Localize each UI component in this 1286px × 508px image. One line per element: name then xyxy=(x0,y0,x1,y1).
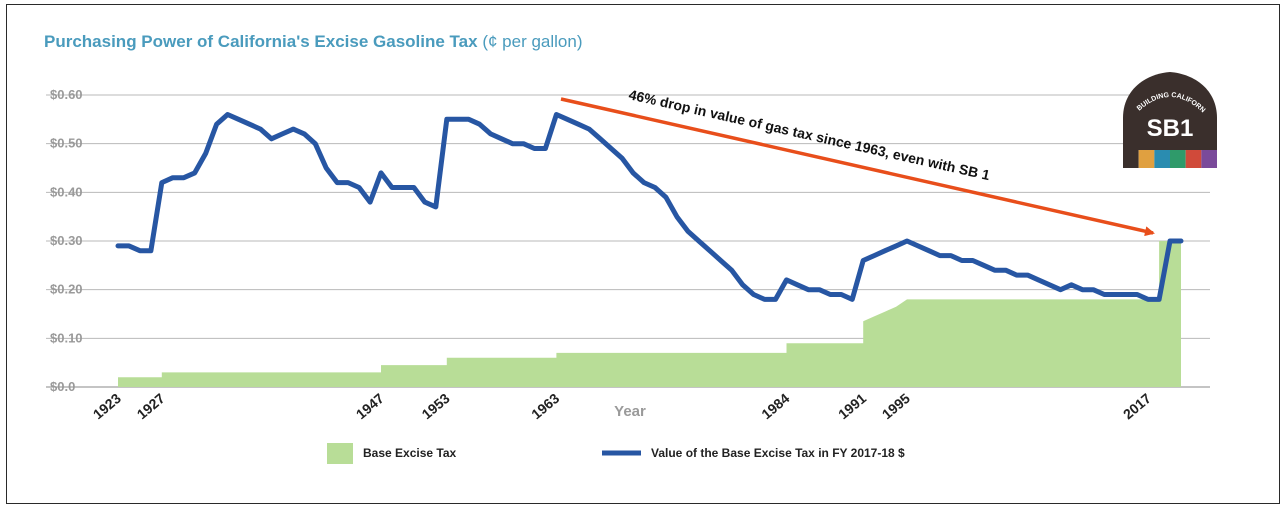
y-tick-label: $0.20 xyxy=(50,282,83,297)
chart-title-text: Purchasing Power of California's Excise … xyxy=(44,32,478,51)
annotation-text: 46% drop in value of gas tax since 1963,… xyxy=(627,86,991,183)
badge-strip-segment xyxy=(1185,150,1202,168)
y-tick-label: $0.10 xyxy=(50,330,83,345)
badge-strip-segment xyxy=(1138,150,1155,168)
x-tick-label: 1963 xyxy=(528,390,562,422)
chart-subtitle: (¢ per gallon) xyxy=(482,32,583,51)
series-line-value-2017-dollars xyxy=(115,112,1184,302)
y-tick-label: $0.0 xyxy=(50,379,75,394)
legend-label-area: Base Excise Tax xyxy=(363,446,457,460)
x-tick-label: 1927 xyxy=(134,390,168,422)
x-tick-label: 1947 xyxy=(353,390,387,422)
x-tick-label: 1991 xyxy=(835,390,869,422)
badge-strip-segment xyxy=(1154,150,1170,168)
badge-main-text: SB1 xyxy=(1147,115,1194,142)
y-tick-label: $0.60 xyxy=(50,87,83,102)
x-tick-label: 1984 xyxy=(758,390,792,422)
annotation-arrow xyxy=(560,97,1155,237)
x-tick-label: 1953 xyxy=(419,390,453,422)
y-tick-label: $0.50 xyxy=(50,136,83,151)
badge-color-strip xyxy=(1123,150,1217,168)
badge-strip-segment xyxy=(1201,150,1217,168)
y-axis-labels: $0.0 $0.10 $0.20 $0.30 $0.40 $0.50 $0.60 xyxy=(50,87,83,394)
chart-frame xyxy=(6,4,1280,504)
x-tick-label: 2017 xyxy=(1120,390,1154,422)
chart-title: Purchasing Power of California's Excise … xyxy=(44,32,583,52)
sb1-badge: REBUILDING CALIFORNIA SB1 xyxy=(0,0,1217,168)
y-tick-label: $0.40 xyxy=(50,184,83,199)
x-tick-label: 1923 xyxy=(90,390,124,422)
legend-swatch-area xyxy=(327,443,353,464)
legend-label-line: Value of the Base Excise Tax in FY 2017-… xyxy=(651,446,905,460)
x-tick-label: 1995 xyxy=(879,390,913,422)
badge-strip-segment xyxy=(1123,150,1139,168)
badge-top-text: REBUILDING CALIFORNIA xyxy=(0,0,1206,114)
badge-strip-segment xyxy=(1170,150,1186,168)
badge-shield xyxy=(1123,72,1217,150)
y-tick-label: $0.30 xyxy=(50,233,83,248)
legend: Base Excise Tax Value of the Base Excise… xyxy=(327,443,905,464)
area-layer xyxy=(118,241,1181,387)
x-axis-title: Year xyxy=(614,403,646,420)
series-area-base-excise-tax xyxy=(118,241,1181,387)
line-layer xyxy=(115,112,1184,302)
